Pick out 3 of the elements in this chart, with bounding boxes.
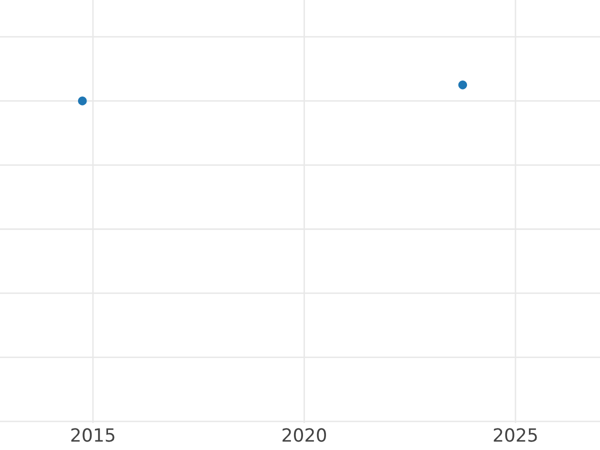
x-tick-label: 2025 bbox=[494, 428, 537, 442]
x-tick-label: 2020 bbox=[282, 428, 326, 442]
x-tick-label: 2015 bbox=[71, 428, 114, 442]
